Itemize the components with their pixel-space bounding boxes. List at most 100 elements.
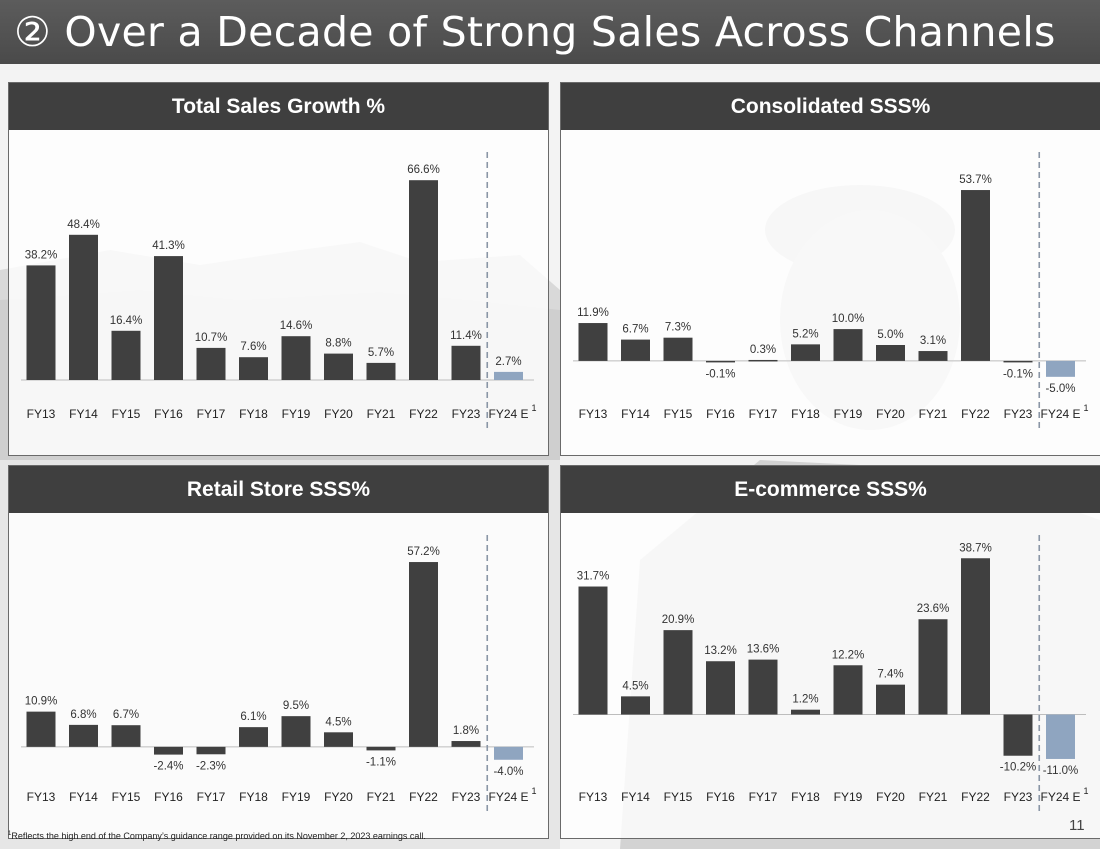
ecommerce-sss-chart: 31.7% FY13 4.5% FY14 20.9% FY15 13.2% FY16 13.6%…: [573, 535, 1089, 813]
category-label: FY16: [706, 407, 735, 421]
data-label: 11.9%: [577, 307, 609, 319]
data-label: 3.1%: [920, 335, 946, 347]
bar: [578, 586, 608, 715]
data-label: 53.7%: [959, 174, 992, 186]
bar: [1003, 360, 1033, 363]
category-label: FY16: [706, 790, 735, 804]
category-label: FY14: [621, 790, 650, 804]
data-label: 7.3%: [665, 322, 691, 334]
bar: [918, 619, 948, 715]
data-label: 4.5%: [325, 716, 351, 728]
category-label: FY21: [919, 407, 948, 421]
data-label: -0.1%: [705, 368, 735, 380]
page-number: 11: [1069, 817, 1085, 834]
bar: [26, 711, 56, 747]
category-label: FY15: [112, 407, 141, 421]
bar: [409, 562, 438, 747]
category-label: FY13: [579, 790, 608, 804]
bar: [196, 347, 226, 380]
bar: [324, 732, 353, 747]
panel-title: Total Sales Growth %: [9, 83, 548, 130]
data-label: -0.1%: [1003, 368, 1033, 380]
data-label: 12.2%: [832, 649, 865, 661]
total-sales-growth-panel: Total Sales Growth % 38.2% FY13 48.4% FY14 1…: [8, 82, 549, 456]
category-label: FY18: [239, 407, 268, 421]
bar: [833, 329, 863, 361]
data-label: 5.0%: [877, 329, 903, 341]
data-label: 16.4%: [110, 315, 143, 327]
data-label: -4.0%: [493, 766, 523, 778]
data-label: 66.6%: [407, 164, 440, 176]
category-label: FY22: [409, 407, 438, 421]
category-label: FY23: [1004, 407, 1033, 421]
data-label: -2.4%: [153, 761, 183, 773]
data-label: 6.1%: [240, 711, 266, 723]
footnote-text: Reflects the high end of the Company’s g…: [11, 831, 426, 841]
bar: [69, 234, 98, 380]
data-label: 13.2%: [704, 645, 737, 657]
bar: [239, 727, 268, 747]
bar: [451, 345, 481, 380]
category-label: FY17: [749, 407, 778, 421]
footnote: 1Reflects the high end of the Company’s …: [8, 831, 426, 841]
bar: [196, 746, 226, 755]
category-label: FY21: [367, 790, 396, 804]
bar: [706, 661, 735, 715]
consolidated-sss-chart: 11.9% FY13 6.7% FY14 7.3% FY15 -0.1% FY16 0.3% FY…: [573, 152, 1089, 430]
category-label: FY16: [154, 407, 183, 421]
category-label: FY13: [579, 407, 608, 421]
data-label: -1.1%: [366, 756, 396, 768]
bar: [154, 256, 183, 380]
category-label: FY21: [919, 790, 948, 804]
category-label: FY20: [324, 790, 353, 804]
category-label: FY24 E: [488, 407, 528, 421]
retail-store-sss-chart: 10.9% FY13 6.8% FY14 6.7% FY15 -2.4% FY16 -2.3% F…: [21, 535, 537, 813]
panel-title: E-commerce SSS%: [561, 466, 1100, 513]
category-label: FY19: [282, 407, 311, 421]
bar: [366, 746, 396, 751]
data-label: 48.4%: [67, 219, 100, 231]
category-label: FY23: [452, 407, 481, 421]
bar: [833, 665, 863, 715]
ecommerce-sss-panel: E-commerce SSS% 31.7% FY13 4.5% FY14 20.9% FY…: [560, 465, 1100, 839]
category-label: FY23: [452, 790, 481, 804]
bar: [876, 345, 905, 361]
bar: [409, 180, 438, 380]
category-label: FY15: [664, 407, 693, 421]
category-label: FY14: [69, 407, 98, 421]
bar: [69, 724, 98, 747]
bar: [1003, 714, 1033, 756]
category-label: FY20: [876, 407, 905, 421]
category-label: FY19: [834, 790, 863, 804]
category-label: FY19: [282, 790, 311, 804]
data-label: 8.8%: [325, 338, 351, 350]
data-label: 6.7%: [113, 709, 139, 721]
category-label: FY20: [324, 407, 353, 421]
data-label: 10.9%: [25, 696, 58, 708]
data-label: 41.3%: [152, 240, 185, 252]
category-label: FY16: [154, 790, 183, 804]
bar: [748, 359, 778, 362]
estimate-bar: [1046, 360, 1075, 377]
data-label: -11.0%: [1043, 765, 1079, 777]
category-label: FY20: [876, 790, 905, 804]
category-label: FY18: [239, 790, 268, 804]
estimate-bar: [494, 746, 523, 760]
category-label: FY13: [27, 790, 56, 804]
category-label: FY15: [664, 790, 693, 804]
category-label: FY24 E: [1040, 407, 1080, 421]
data-label: 4.5%: [622, 680, 648, 692]
category-label: FY24 E: [1040, 790, 1080, 804]
bar: [324, 353, 353, 380]
bar: [663, 630, 693, 715]
data-label: 5.7%: [368, 347, 394, 359]
bar: [281, 716, 311, 747]
bar: [239, 357, 268, 380]
bar: [111, 330, 141, 380]
bar: [578, 323, 608, 361]
data-label: 20.9%: [662, 614, 695, 626]
category-label: FY15: [112, 790, 141, 804]
data-label: 38.2%: [25, 249, 58, 261]
data-label: -2.3%: [196, 760, 226, 772]
data-label: 7.6%: [240, 341, 266, 353]
